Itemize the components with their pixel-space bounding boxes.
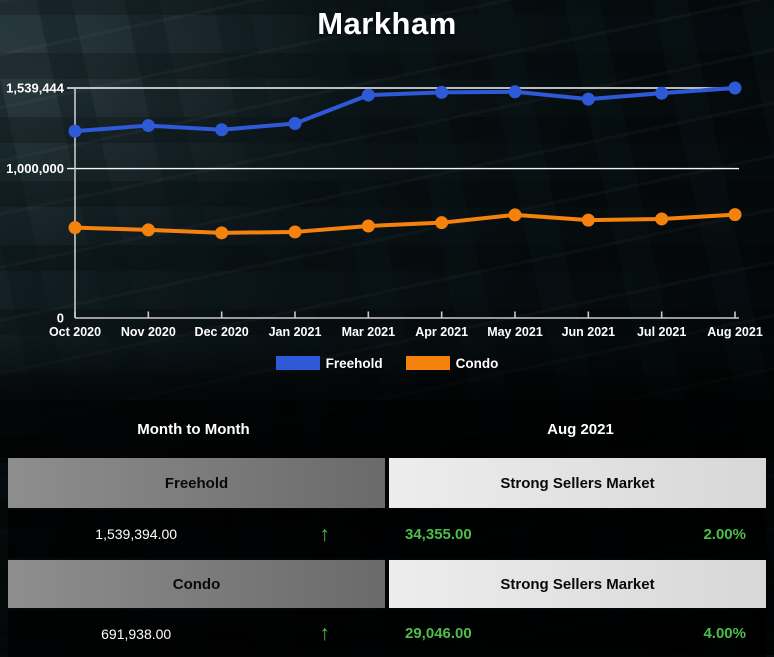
x-axis-tick-label: May 2021 — [487, 325, 543, 339]
x-axis-tick-label: Aug 2021 — [707, 325, 763, 339]
condo-price-change: 29,046.00 — [405, 625, 472, 642]
market-summary-table: Month to Month Aug 2021 Freehold Strong … — [0, 400, 774, 657]
x-axis-tick-label: Nov 2020 — [121, 325, 176, 339]
condo-header-row: Condo Strong Sellers Market — [8, 560, 766, 608]
freehold-current-price: 1,539,394.00 — [95, 526, 178, 542]
data-point-condo — [361, 219, 375, 233]
series-line-freehold — [73, 86, 737, 134]
data-point-condo — [508, 208, 522, 222]
x-axis-tick-label: Dec 2020 — [195, 325, 249, 339]
data-point-condo — [68, 221, 82, 235]
data-point-freehold — [728, 81, 742, 95]
legend-label: Condo — [455, 355, 499, 371]
data-point-freehold — [508, 85, 522, 99]
data-point-condo — [435, 216, 449, 230]
up-arrow-icon: ↑ — [319, 622, 330, 645]
market-status-freehold: Strong Sellers Market — [389, 458, 766, 508]
condo-current-price: 691,938.00 — [101, 625, 172, 642]
data-point-freehold — [655, 86, 669, 100]
data-point-freehold — [581, 92, 595, 106]
x-axis-tick-label: Jan 2021 — [269, 325, 322, 339]
data-point-condo — [728, 208, 742, 222]
freehold-values-row: 1,539,394.00 ↑ 34,355.00 2.00% — [8, 510, 766, 558]
period-header-current-month: Aug 2021 — [547, 420, 614, 438]
freehold-price-change: 34,355.00 — [405, 525, 472, 543]
data-point-freehold — [361, 88, 375, 102]
y-axis-tick-label: 1,539,444 — [6, 81, 65, 96]
x-axis-tick-label: Mar 2021 — [342, 325, 396, 339]
y-axis-tick-label: 1,000,000 — [6, 161, 64, 176]
property-type-label-freehold: Freehold — [8, 458, 385, 508]
chart-legend: Freehold Condo — [0, 353, 774, 373]
property-type-label-condo: Condo — [8, 560, 385, 608]
x-axis-tick-label: Apr 2021 — [415, 325, 468, 339]
freehold-percent-change: 2.00% — [703, 525, 746, 543]
period-header-month-to-month: Month to Month — [137, 420, 250, 438]
legend-swatch-freehold — [275, 356, 320, 370]
data-point-condo — [655, 212, 669, 226]
data-point-condo — [288, 225, 302, 239]
x-axis-tick-label: Jun 2021 — [562, 325, 616, 339]
freehold-header-row: Freehold Strong Sellers Market — [8, 458, 766, 508]
x-axis-tick-label: Oct 2020 — [49, 325, 101, 339]
x-axis-tick-label: Jul 2021 — [637, 325, 686, 339]
market-status-condo: Strong Sellers Market — [389, 560, 766, 608]
data-point-condo — [215, 226, 229, 240]
page-title: Markham — [317, 6, 457, 41]
data-point-freehold — [288, 116, 302, 130]
y-axis-tick-label: 0 — [57, 311, 64, 326]
data-point-condo — [581, 213, 595, 227]
legend-item-condo: Condo — [405, 355, 499, 371]
condo-percent-change: 4.00% — [703, 625, 746, 642]
up-arrow-icon: ↑ — [319, 522, 330, 546]
legend-item-freehold: Freehold — [275, 355, 383, 371]
legend-label: Freehold — [325, 355, 383, 371]
data-point-freehold — [68, 124, 82, 138]
data-point-freehold — [435, 85, 449, 99]
condo-values-row: 691,938.00 ↑ 29,046.00 4.00% — [8, 610, 766, 657]
series-line-condo — [73, 212, 737, 235]
period-header-row: Month to Month Aug 2021 — [0, 400, 774, 458]
data-point-freehold — [141, 119, 155, 133]
data-point-condo — [141, 223, 155, 237]
data-point-freehold — [215, 123, 229, 137]
legend-swatch-condo — [405, 356, 450, 370]
